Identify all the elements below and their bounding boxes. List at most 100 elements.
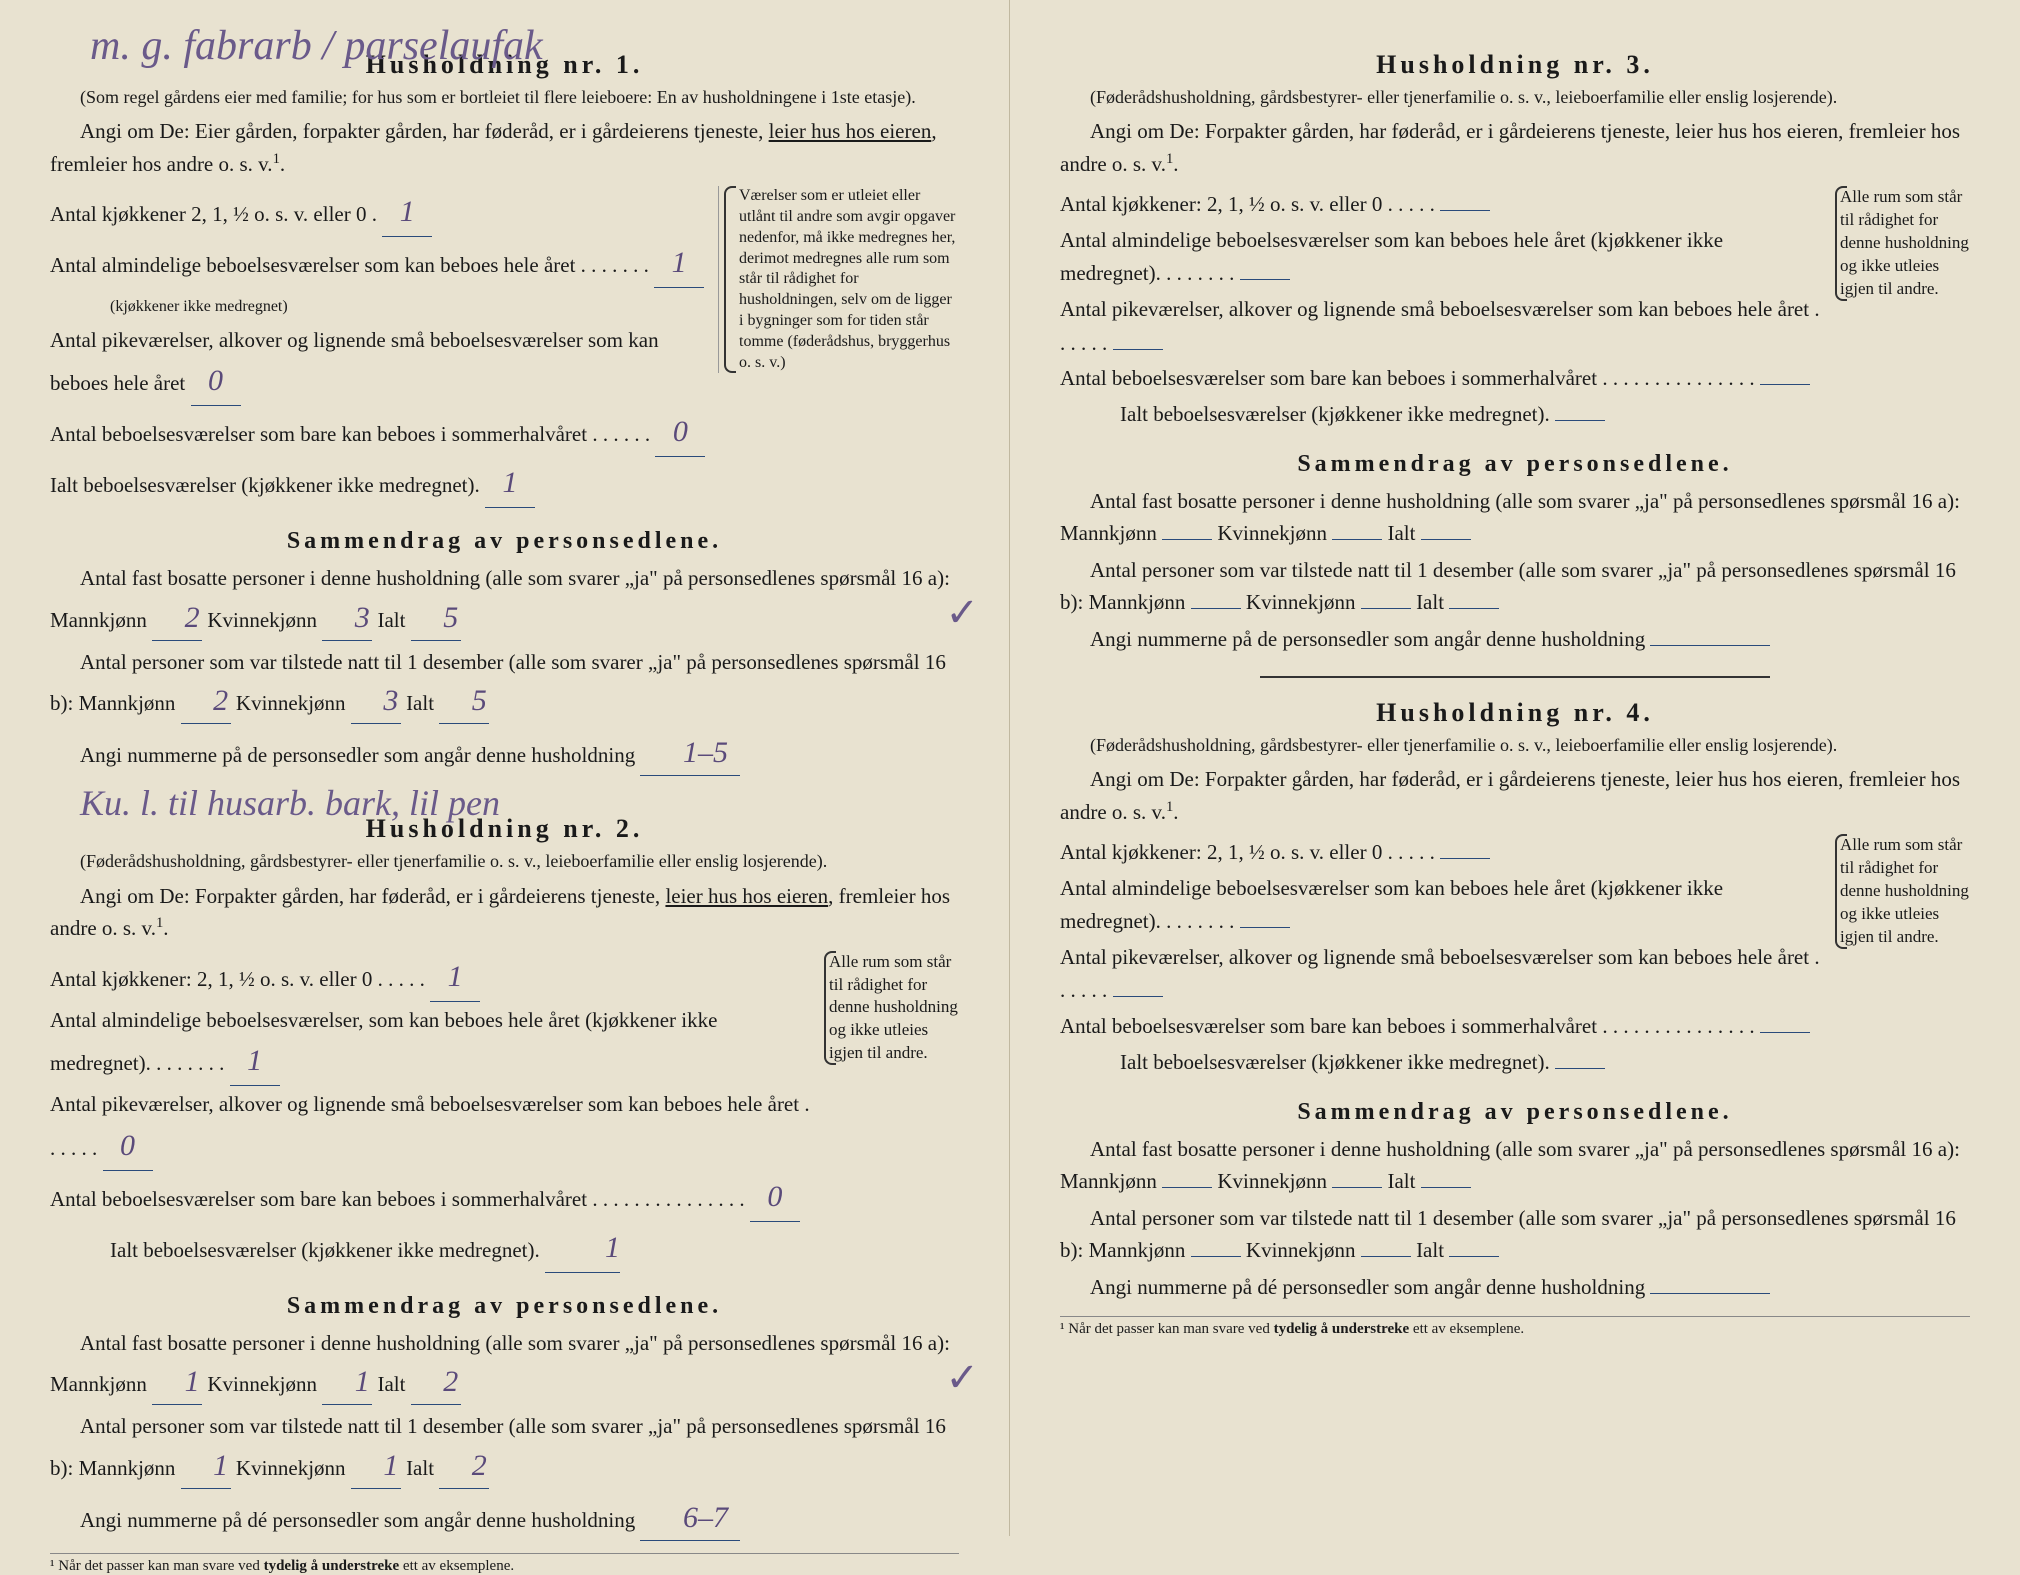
right-page: Husholdning nr. 3. (Føderådshusholdning,… [1010,0,2020,1536]
handwritten-top: m. g. fabrarb / parselaufak [90,22,543,70]
handwritten-mid: Ku. l. til husarb. bark, lil pen [50,782,959,824]
val-ialt-4 [1555,1068,1605,1069]
nummerne-val-1: 1–5 [640,730,740,776]
nummerne-4: Angi nummerne på dé personsedler som ang… [1060,1272,1970,1304]
footnote-left: ¹ Når det passer kan man svare ved tydel… [50,1553,959,1575]
household-4-title: Husholdning nr. 4. [1060,698,1970,728]
val-pike-4 [1113,996,1163,997]
household-3: Husholdning nr. 3. (Føderådshusholdning,… [1060,50,1970,656]
side-note-1: Værelser som er utleiet eller utlånt til… [718,186,959,373]
ialt-b-1: 5 [439,678,489,724]
mann-b-3 [1191,608,1241,609]
side-note-3: Alle rum som står til rådighet for denne… [1830,186,1970,301]
tilstede-3: Antal personer som var tilstede natt til… [1060,555,1970,618]
val-pike-1: 0 [191,357,241,406]
nummerne-val-3 [1650,645,1770,646]
fast-bosatte-4: Antal fast bosatte personer i denne hush… [1060,1134,1970,1197]
ialt-b-3 [1449,608,1499,609]
household-4-angi: Angi om De: Forpakter gården, har føderå… [1060,764,1970,828]
q-alm-1: Antal almindelige beboelsesværelser som … [50,253,575,277]
val-sommer-4 [1760,1032,1810,1033]
mann-a-1: 2 [152,595,202,641]
fast-bosatte-3: Antal fast bosatte personer i denne hush… [1060,486,1970,549]
val-kjokkener-2: 1 [430,953,480,1002]
kvinne-b-3 [1361,608,1411,609]
household-4: Husholdning nr. 4. (Føderådshusholdning,… [1060,698,1970,1338]
val-alm-2: 1 [230,1037,280,1086]
val-kjokkener-1: 1 [382,188,432,237]
ialt-b-2: 2 [439,1443,489,1489]
kvinne-a-1: 3 [322,595,372,641]
val-pike-3 [1113,349,1163,350]
kvinne-b-2: 1 [351,1443,401,1489]
q-sommer-1: Antal beboelsesværelser som bare kan beb… [50,422,587,446]
fast-bosatte-1: Antal fast bosatte personer i denne hush… [50,563,959,641]
val-ialt-1: 1 [485,459,535,508]
kvinne-b-4 [1361,1256,1411,1257]
val-alm-3 [1240,279,1290,280]
household-1-questions: Antal kjøkkener 2, 1, ½ o. s. v. eller 0… [50,186,959,510]
underline-phrase-2: leier hus hos eieren [665,884,828,908]
q-kjokkener-1: Antal kjøkkener 2, 1, ½ o. s. v. eller 0 [50,202,367,226]
val-ialt-2: 1 [545,1224,620,1273]
kvinne-b-1: 3 [351,678,401,724]
tilstede-1: Antal personer som var tilstede natt til… [50,647,959,725]
val-kjokkener-4 [1440,858,1490,859]
sammendrag-2-title: Sammendrag av personsedlene. [50,1293,959,1320]
ialt-a-4 [1421,1187,1471,1188]
val-pike-2: 0 [103,1122,153,1171]
val-sommer-1: 0 [655,408,705,457]
q-pike-1: Antal pikeværelser, alkover og lignende … [50,328,659,396]
ialt-a-3 [1421,539,1471,540]
nummerne-2: Angi nummerne på dé personsedler som ang… [50,1495,959,1541]
val-alm-1: 1 [654,239,704,288]
footnote-right: ¹ Når det passer kan man svare ved tydel… [1060,1316,1970,1338]
mann-a-3 [1162,539,1212,540]
household-3-subtitle: (Føderådshusholdning, gårdsbestyrer- ell… [1060,85,1970,110]
fast-bosatte-2: Antal fast bosatte personer i denne hush… [50,1328,959,1406]
side-note-4: Alle rum som står til rådighet for denne… [1830,834,1970,949]
val-ialt-3 [1555,420,1605,421]
household-1-angi: Angi om De: Eier gården, forpakter gårde… [50,116,959,180]
tilstede-4: Antal personer som var tilstede natt til… [1060,1203,1970,1266]
left-page: m. g. fabrarb / parselaufak Husholdning … [0,0,1010,1536]
household-2-subtitle: (Føderådshusholdning, gårdsbestyrer- ell… [50,849,959,874]
underline-phrase-1: leier hus hos eieren [769,119,932,143]
q-ialt-1: Ialt beboelsesværelser (kjøkkener ikke m… [50,473,475,497]
ialt-a-2: 2 [411,1359,461,1405]
ialt-a-1: 5 [411,595,461,641]
kvinne-a-3 [1332,539,1382,540]
mann-b-1: 2 [181,678,231,724]
sammendrag-3-title: Sammendrag av personsedlene. [1060,451,1970,478]
val-alm-4 [1240,927,1290,928]
household-3-angi: Angi om De: Forpakter gården, har føderå… [1060,116,1970,180]
household-1: Husholdning nr. 1. (Som regel gårdens ei… [50,50,959,776]
household-3-title: Husholdning nr. 3. [1060,50,1970,80]
nummerne-3: Angi nummerne på de personsedler som ang… [1060,624,1970,656]
household-3-questions: Antal kjøkkener: 2, 1, ½ o. s. v. eller … [1060,186,1970,433]
mann-a-2: 1 [152,1359,202,1405]
divider [1260,676,1770,678]
household-4-subtitle: (Føderådshusholdning, gårdsbestyrer- ell… [1060,733,1970,758]
sammendrag-4-title: Sammendrag av personsedlene. [1060,1099,1970,1126]
nummerne-val-4 [1650,1293,1770,1294]
mann-b-2: 1 [181,1443,231,1489]
nummerne-val-2: 6–7 [640,1495,740,1541]
val-kjokkener-3 [1440,210,1490,211]
nummerne-1: Angi nummerne på de personsedler som ang… [50,730,959,776]
ialt-b-4 [1449,1256,1499,1257]
tilstede-2: Antal personer som var tilstede natt til… [50,1411,959,1489]
household-2: Husholdning nr. 2. (Føderådshusholdning,… [50,814,959,1574]
household-2-angi: Angi om De: Forpakter gården, har føderå… [50,881,959,945]
household-1-subtitle: (Som regel gårdens eier med familie; for… [50,85,959,110]
side-note-2: Alle rum som står til rådighet for denne… [819,951,959,1066]
val-sommer-2: 0 [750,1173,800,1222]
kvinne-a-4 [1332,1187,1382,1188]
val-sommer-3 [1760,384,1810,385]
household-4-questions: Antal kjøkkener: 2, 1, ½ o. s. v. eller … [1060,834,1970,1081]
mann-b-4 [1191,1256,1241,1257]
sammendrag-1-title: Sammendrag av personsedlene. [50,528,959,555]
mann-a-4 [1162,1187,1212,1188]
kvinne-a-2: 1 [322,1359,372,1405]
household-2-questions: Antal kjøkkener: 2, 1, ½ o. s. v. eller … [50,951,959,1275]
